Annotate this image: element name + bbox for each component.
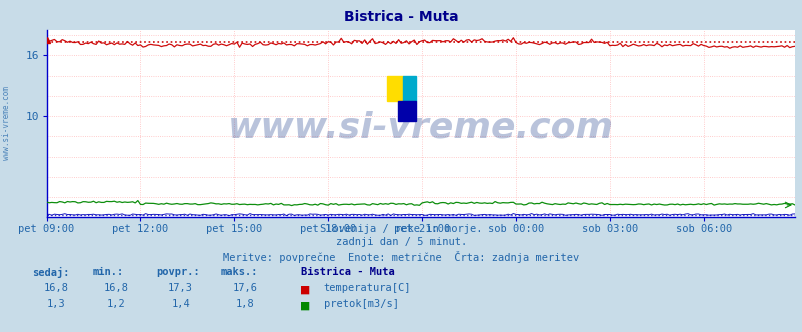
Bar [387, 76, 403, 101]
Text: 17,6: 17,6 [232, 283, 257, 293]
Text: 16,8: 16,8 [43, 283, 69, 293]
Text: 1,3: 1,3 [47, 299, 66, 309]
Text: pretok[m3/s]: pretok[m3/s] [323, 299, 398, 309]
Text: ■: ■ [301, 283, 309, 297]
Text: www.si-vreme.com: www.si-vreme.com [2, 86, 11, 160]
Text: maks.:: maks.: [221, 267, 258, 277]
Text: Bistrica - Muta: Bistrica - Muta [301, 267, 395, 277]
Text: 1,8: 1,8 [235, 299, 254, 309]
Text: 1,2: 1,2 [107, 299, 126, 309]
Text: povpr.:: povpr.: [156, 267, 200, 277]
Text: Slovenija / reke in morje.: Slovenija / reke in morje. [320, 224, 482, 234]
Text: Meritve: povprečne  Enote: metrične  Črta: zadnja meritev: Meritve: povprečne Enote: metrične Črta:… [223, 251, 579, 263]
Text: zadnji dan / 5 minut.: zadnji dan / 5 minut. [335, 237, 467, 247]
Text: sedaj:: sedaj: [32, 267, 70, 278]
Bar [397, 101, 415, 122]
Text: www.si-vreme.com: www.si-vreme.com [228, 111, 613, 144]
Text: Bistrica - Muta: Bistrica - Muta [344, 10, 458, 24]
Bar [403, 76, 415, 101]
Text: min.:: min.: [92, 267, 124, 277]
Text: 16,8: 16,8 [103, 283, 129, 293]
Text: ■: ■ [301, 299, 309, 313]
Text: temperatura[C]: temperatura[C] [323, 283, 411, 293]
Text: 17,3: 17,3 [168, 283, 193, 293]
Text: 1,4: 1,4 [171, 299, 190, 309]
